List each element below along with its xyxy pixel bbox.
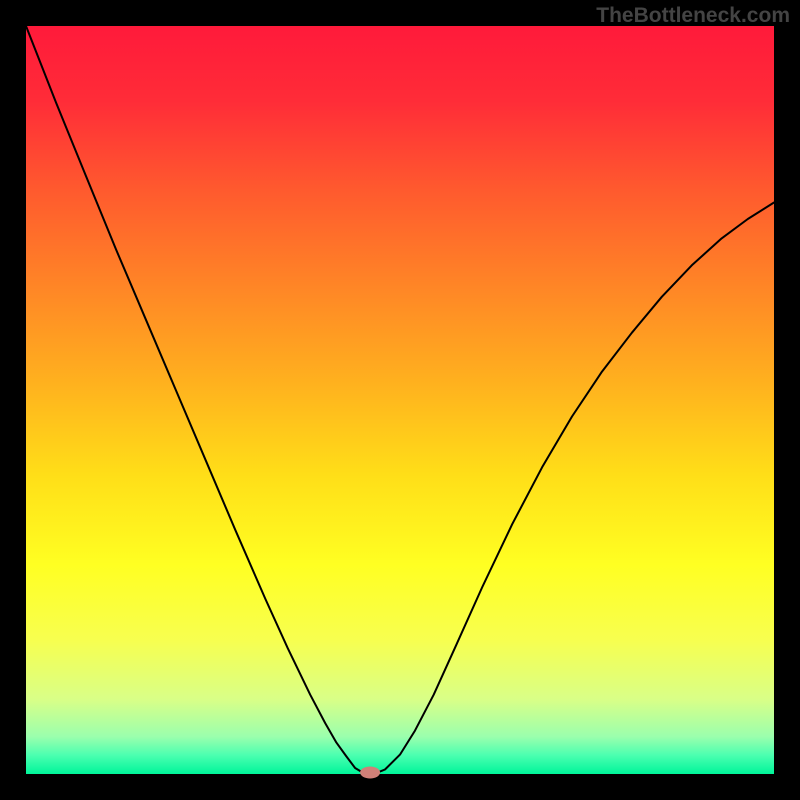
chart-plot-area [26,26,774,774]
outer-frame: TheBottleneck.com [0,0,800,800]
watermark-text: TheBottleneck.com [596,4,790,28]
